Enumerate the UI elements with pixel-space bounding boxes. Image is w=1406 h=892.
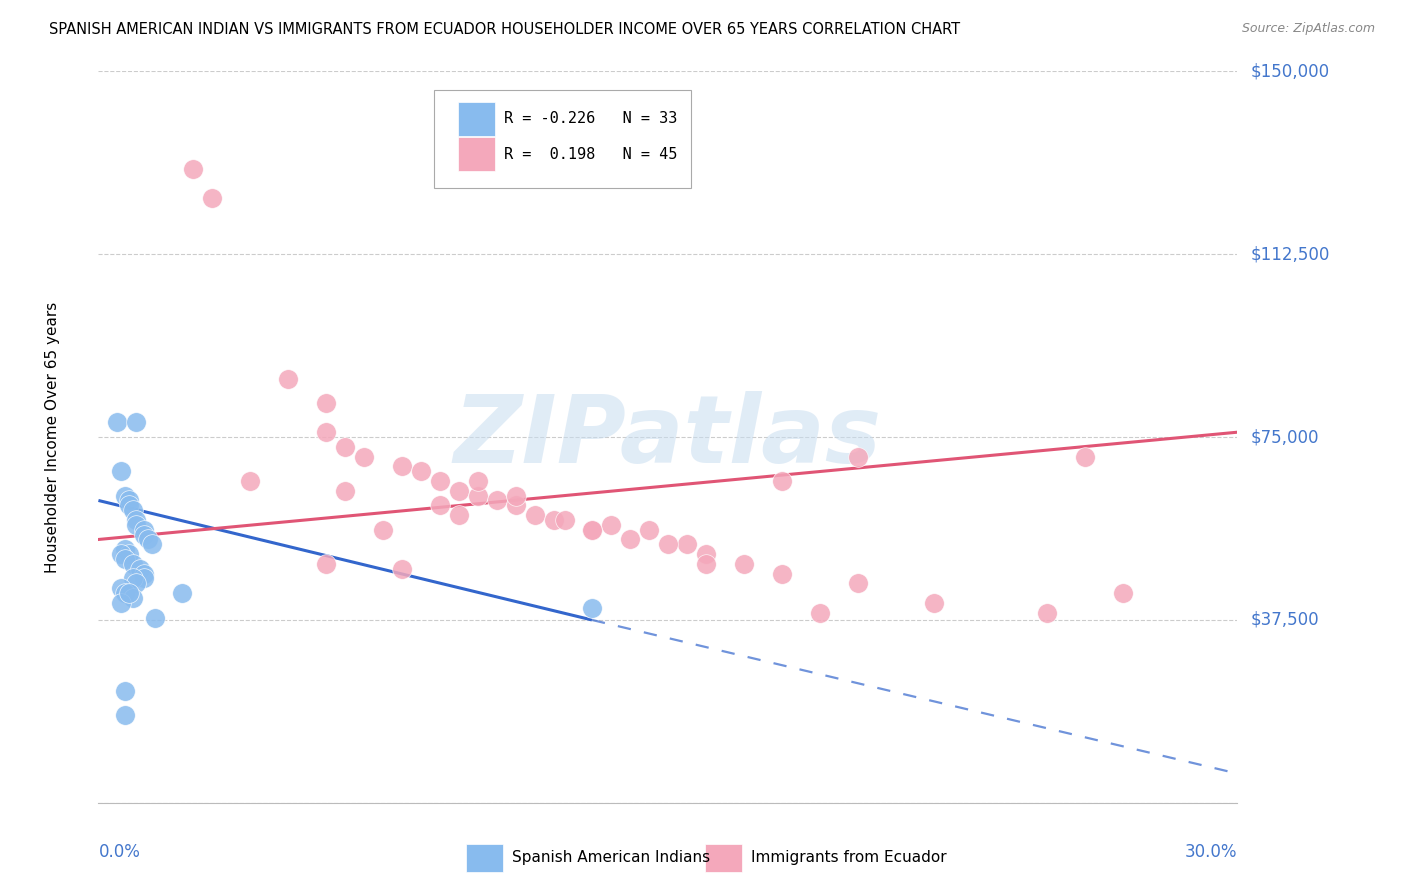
Point [145,610,167,624]
Point [136,533,159,547]
Text: $37,500: $37,500 [1251,611,1320,629]
Point [808,606,831,620]
Point [770,566,793,581]
Point [114,708,136,723]
Point [170,586,193,600]
Text: Spanish American Indians: Spanish American Indians [512,850,710,865]
Point [114,542,136,557]
Point [125,416,148,430]
Point [371,523,394,537]
Point [132,566,155,581]
Text: Immigrants from Ecuador: Immigrants from Ecuador [751,850,946,865]
Point [315,425,337,440]
Point [118,586,141,600]
Point [695,547,717,561]
FancyBboxPatch shape [458,102,495,136]
Point [129,562,152,576]
Text: Householder Income Over 65 years: Householder Income Over 65 years [45,301,60,573]
Point [638,523,661,537]
Point [429,474,451,488]
Point [676,537,699,551]
Point [183,161,205,176]
Point [1074,450,1097,464]
Point [543,513,565,527]
Point [114,489,136,503]
Point [335,440,357,454]
Point [391,562,413,576]
Point [600,517,623,532]
Text: $112,500: $112,500 [1251,245,1330,263]
Point [110,581,132,595]
Point [770,474,793,488]
Point [657,537,679,551]
Point [121,557,143,571]
Point [619,533,641,547]
Point [114,586,136,600]
Point [141,537,163,551]
FancyBboxPatch shape [458,137,495,171]
Point [201,191,224,205]
Point [114,683,136,698]
Point [486,493,509,508]
Point [315,557,337,571]
Point [239,474,262,488]
Point [581,523,603,537]
Point [353,450,375,464]
Point [118,547,141,561]
Text: ZIPatlas: ZIPatlas [454,391,882,483]
Point [581,600,603,615]
Point [554,513,576,527]
Point [132,527,155,541]
Point [505,499,527,513]
Point [132,523,155,537]
Point [121,572,143,586]
Point [118,499,141,513]
Text: Source: ZipAtlas.com: Source: ZipAtlas.com [1241,22,1375,36]
Text: SPANISH AMERICAN INDIAN VS IMMIGRANTS FROM ECUADOR HOUSEHOLDER INCOME OVER 65 YE: SPANISH AMERICAN INDIAN VS IMMIGRANTS FR… [49,22,960,37]
Point [121,503,143,517]
Point [114,552,136,566]
Point [429,499,451,513]
Point [315,396,337,410]
Point [118,493,141,508]
FancyBboxPatch shape [706,844,742,872]
Text: $75,000: $75,000 [1251,428,1319,446]
Text: $150,000: $150,000 [1251,62,1330,80]
Point [121,591,143,605]
Point [1112,586,1135,600]
Point [467,489,489,503]
Point [1036,606,1059,620]
FancyBboxPatch shape [467,844,503,872]
Text: R =  0.198   N = 45: R = 0.198 N = 45 [503,146,678,161]
Point [467,474,489,488]
Text: R = -0.226   N = 33: R = -0.226 N = 33 [503,112,678,127]
Point [335,483,357,498]
Point [110,596,132,610]
Point [524,508,547,522]
Point [846,450,869,464]
Point [695,557,717,571]
Point [391,459,413,474]
Point [125,576,148,591]
Point [110,464,132,478]
FancyBboxPatch shape [434,90,690,188]
Point [733,557,755,571]
Point [581,523,603,537]
Text: 30.0%: 30.0% [1185,843,1237,861]
Point [449,508,471,522]
Point [505,489,527,503]
Point [132,572,155,586]
Point [411,464,433,478]
Point [125,517,148,532]
Point [449,483,471,498]
Point [846,576,869,591]
Point [922,596,945,610]
Point [277,371,299,385]
Point [110,547,132,561]
Point [107,416,129,430]
Point [125,513,148,527]
Text: 0.0%: 0.0% [98,843,141,861]
